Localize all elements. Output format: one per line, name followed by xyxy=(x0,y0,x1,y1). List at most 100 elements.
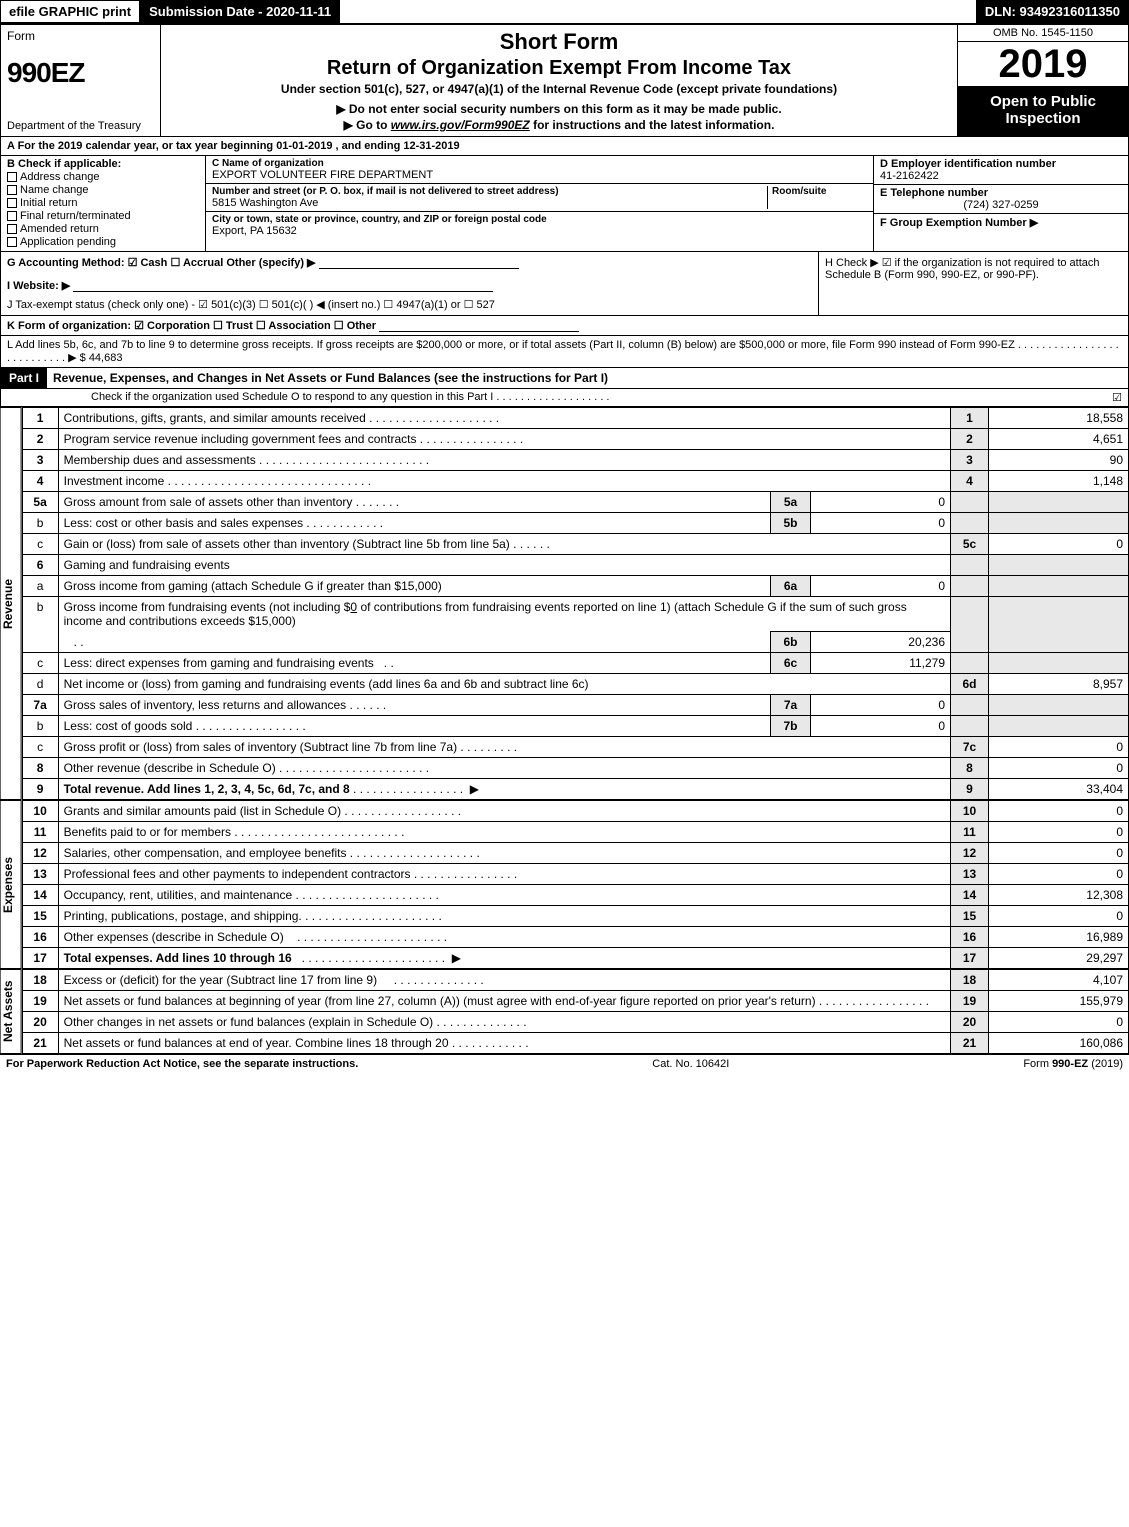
netassets-section: Net Assets 18Excess or (deficit) for the… xyxy=(0,969,1129,1054)
row-19: 19Net assets or fund balances at beginni… xyxy=(22,991,1128,1012)
row-4: 4Investment income . . . . . . . . . . .… xyxy=(22,471,1128,492)
line-l: L Add lines 5b, 6c, and 7b to line 9 to … xyxy=(0,336,1129,368)
dln-label: DLN: 93492316011350 xyxy=(976,0,1129,23)
line-a: A For the 2019 calendar year, or tax yea… xyxy=(0,137,1129,156)
room-label: Room/suite xyxy=(772,186,867,197)
form-label: Form xyxy=(7,29,154,43)
row-20: 20Other changes in net assets or fund ba… xyxy=(22,1012,1128,1033)
city-value: Export, PA 15632 xyxy=(212,225,867,237)
row-6c: cLess: direct expenses from gaming and f… xyxy=(22,653,1128,674)
city-label: City or town, state or province, country… xyxy=(212,214,867,225)
row-5c: cGain or (loss) from sale of assets othe… xyxy=(22,534,1128,555)
expenses-table: 10Grants and similar amounts paid (list … xyxy=(22,800,1129,969)
expenses-section: Expenses 10Grants and similar amounts pa… xyxy=(0,800,1129,969)
row-1: 1Contributions, gifts, grants, and simil… xyxy=(22,408,1128,429)
row-13: 13Professional fees and other payments t… xyxy=(22,864,1128,885)
row-7a: 7aGross sales of inventory, less returns… xyxy=(22,695,1128,716)
box-f: F Group Exemption Number ▶ xyxy=(874,214,1128,231)
row-6d: dNet income or (loss) from gaming and fu… xyxy=(22,674,1128,695)
efile-print-label[interactable]: efile GRAPHIC print xyxy=(0,0,140,23)
part-i-header: Part I Revenue, Expenses, and Changes in… xyxy=(0,368,1129,389)
box-f-label: F Group Exemption Number ▶ xyxy=(880,217,1038,229)
chk-amended-return[interactable]: Amended return xyxy=(7,223,199,235)
street-label: Number and street (or P. O. box, if mail… xyxy=(212,186,767,197)
street-row: Number and street (or P. O. box, if mail… xyxy=(206,184,873,212)
line-h: H Check ▶ ☑ if the organization is not r… xyxy=(818,252,1128,315)
org-name-row: C Name of organization EXPORT VOLUNTEER … xyxy=(206,156,873,184)
netassets-table: 18Excess or (deficit) for the year (Subt… xyxy=(22,969,1129,1054)
row-6: 6Gaming and fundraising events xyxy=(22,555,1128,576)
goto-link[interactable]: www.irs.gov/Form990EZ xyxy=(391,118,530,132)
revenue-table: 1Contributions, gifts, grants, and simil… xyxy=(22,407,1129,800)
footer-left: For Paperwork Reduction Act Notice, see … xyxy=(6,1058,358,1070)
row-15: 15Printing, publications, postage, and s… xyxy=(22,906,1128,927)
row-10: 10Grants and similar amounts paid (list … xyxy=(22,801,1128,822)
chk-application-pending[interactable]: Application pending xyxy=(7,236,199,248)
box-b-title: B Check if applicable: xyxy=(7,158,199,170)
box-c-label: C Name of organization xyxy=(212,158,867,169)
chk-initial-return[interactable]: Initial return xyxy=(7,197,199,209)
row-6a: aGross income from gaming (attach Schedu… xyxy=(22,576,1128,597)
part-i-checkbox[interactable]: ☑ xyxy=(1102,391,1122,404)
chk-name-change[interactable]: Name change xyxy=(7,184,199,196)
goto-line: ▶ Go to www.irs.gov/Form990EZ for instru… xyxy=(169,118,949,132)
line-j: J Tax-exempt status (check only one) - ☑… xyxy=(7,298,812,311)
box-c: C Name of organization EXPORT VOLUNTEER … xyxy=(206,156,873,251)
box-e: E Telephone number (724) 327-0259 xyxy=(874,185,1128,214)
goto-pre: ▶ Go to xyxy=(344,118,391,132)
org-name: EXPORT VOLUNTEER FIRE DEPARTMENT xyxy=(212,169,867,181)
part-i-checkline: Check if the organization used Schedule … xyxy=(0,389,1129,407)
footer-right: Form 990-EZ (2019) xyxy=(1023,1058,1123,1070)
box-b: B Check if applicable: Address change Na… xyxy=(1,156,206,251)
row-9: 9Total revenue. Add lines 1, 2, 3, 4, 5c… xyxy=(22,779,1128,800)
row-7b: bLess: cost of goods sold . . . . . . . … xyxy=(22,716,1128,737)
row-6b: bGross income from fundraising events (n… xyxy=(22,597,1128,632)
header-left: Form 990EZ Department of the Treasury xyxy=(1,25,161,136)
row-21: 21Net assets or fund balances at end of … xyxy=(22,1033,1128,1054)
chk-final-return[interactable]: Final return/terminated xyxy=(7,210,199,222)
netassets-sidebar: Net Assets xyxy=(0,969,22,1054)
chk-address-change[interactable]: Address change xyxy=(7,171,199,183)
ein-value: 41-2162422 xyxy=(880,170,1122,182)
row-8: 8Other revenue (describe in Schedule O) … xyxy=(22,758,1128,779)
box-e-label: E Telephone number xyxy=(880,187,1122,199)
topbar-spacer xyxy=(340,0,976,23)
header-mid: Short Form Return of Organization Exempt… xyxy=(161,25,958,136)
goto-post: for instructions and the latest informat… xyxy=(530,118,775,132)
do-not-enter: ▶ Do not enter social security numbers o… xyxy=(169,102,949,116)
row-2: 2Program service revenue including gover… xyxy=(22,429,1128,450)
form-header: Form 990EZ Department of the Treasury Sh… xyxy=(0,24,1129,137)
box-d: D Employer identification number 41-2162… xyxy=(874,156,1128,185)
gh-row: G Accounting Method: ☑ Cash ☐ Accrual Ot… xyxy=(0,252,1129,316)
box-d-label: D Employer identification number xyxy=(880,158,1122,170)
street-value: 5815 Washington Ave xyxy=(212,197,767,209)
under-section: Under section 501(c), 527, or 4947(a)(1)… xyxy=(169,82,949,96)
gh-left: G Accounting Method: ☑ Cash ☐ Accrual Ot… xyxy=(1,252,818,315)
form-number: 990EZ xyxy=(7,57,154,89)
line-k: K Form of organization: ☑ Corporation ☐ … xyxy=(0,316,1129,336)
row-16: 16Other expenses (describe in Schedule O… xyxy=(22,927,1128,948)
page-footer: For Paperwork Reduction Act Notice, see … xyxy=(0,1054,1129,1073)
row-17: 17Total expenses. Add lines 10 through 1… xyxy=(22,948,1128,969)
row-7c: cGross profit or (loss) from sales of in… xyxy=(22,737,1128,758)
phone-value: (724) 327-0259 xyxy=(880,199,1122,211)
header-right: OMB No. 1545-1150 2019 Open to Public In… xyxy=(958,25,1128,136)
submission-date: Submission Date - 2020-11-11 xyxy=(140,0,340,23)
part-i-title: Revenue, Expenses, and Changes in Net As… xyxy=(47,368,1128,388)
info-block: B Check if applicable: Address change Na… xyxy=(0,156,1129,252)
expenses-sidebar: Expenses xyxy=(0,800,22,969)
omb-number: OMB No. 1545-1150 xyxy=(958,25,1128,42)
revenue-section: Revenue 1Contributions, gifts, grants, a… xyxy=(0,407,1129,800)
row-5a: 5aGross amount from sale of assets other… xyxy=(22,492,1128,513)
short-form-title: Short Form xyxy=(169,29,949,55)
row-5b: bLess: cost or other basis and sales exp… xyxy=(22,513,1128,534)
return-title: Return of Organization Exempt From Incom… xyxy=(169,57,949,80)
line-i: I Website: ▶ xyxy=(7,279,812,292)
row-14: 14Occupancy, rent, utilities, and mainte… xyxy=(22,885,1128,906)
footer-mid: Cat. No. 10642I xyxy=(358,1058,1023,1070)
line-g: G Accounting Method: ☑ Cash ☐ Accrual Ot… xyxy=(7,256,812,269)
box-def: D Employer identification number 41-2162… xyxy=(873,156,1128,251)
city-row: City or town, state or province, country… xyxy=(206,212,873,239)
row-18: 18Excess or (deficit) for the year (Subt… xyxy=(22,970,1128,991)
topbar: efile GRAPHIC print Submission Date - 20… xyxy=(0,0,1129,24)
